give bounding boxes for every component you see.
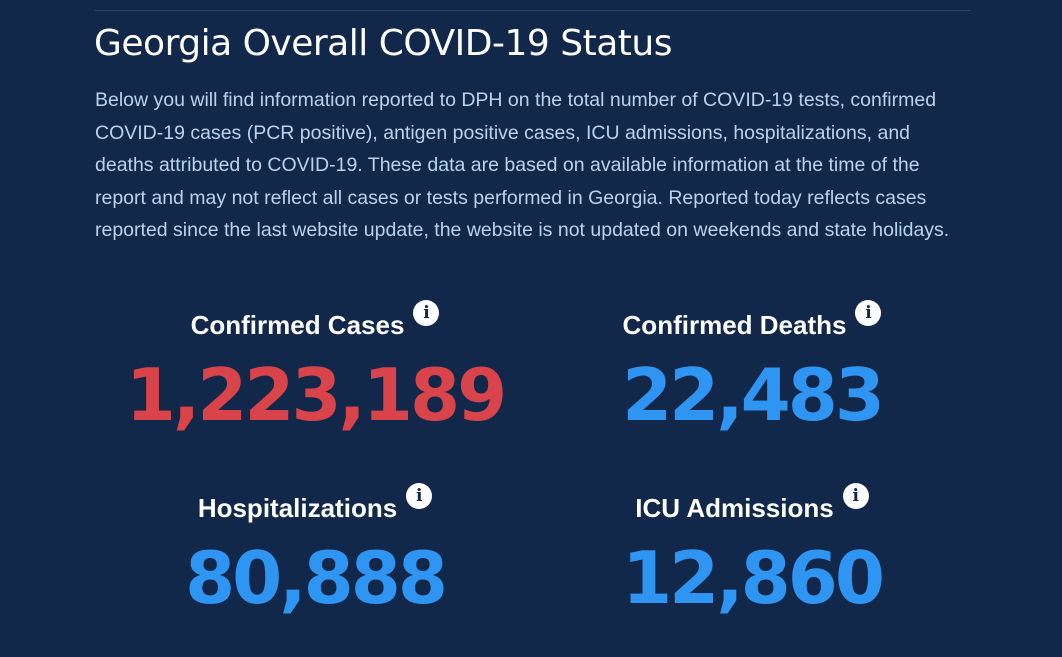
stat-confirmed-cases: Confirmed Cases i 1,223,189	[105, 300, 525, 445]
stat-confirmed-deaths: Confirmed Deaths i 22,483	[542, 300, 962, 445]
stat-header: ICU Admissions i	[635, 483, 869, 524]
stat-label-hospitalizations: Hospitalizations	[197, 493, 398, 523]
stat-header: Confirmed Deaths i	[622, 300, 882, 341]
info-icon[interactable]: i	[406, 483, 433, 509]
stat-icu-admissions: ICU Admissions i 12,860	[542, 483, 962, 628]
page-title: Georgia Overall COVID-19 Status	[94, 23, 672, 64]
stat-label-confirmed-deaths: Confirmed Deaths	[622, 310, 847, 340]
info-icon[interactable]: i	[855, 300, 882, 326]
stat-header: Hospitalizations i	[197, 483, 433, 524]
stat-value-confirmed-deaths: 22,483	[622, 353, 885, 437]
stat-label-confirmed-cases: Confirmed Cases	[190, 310, 405, 340]
stat-hospitalizations: Hospitalizations i 80,888	[105, 483, 525, 628]
stat-value-confirmed-cases: 1,223,189	[125, 353, 507, 437]
info-icon[interactable]: i	[842, 483, 869, 509]
top-divider	[95, 10, 971, 11]
stat-label-icu-admissions: ICU Admissions	[635, 493, 834, 523]
stat-value-icu-admissions: 12,860	[622, 536, 885, 620]
page-description: Below you will find information reported…	[95, 89, 950, 242]
info-icon[interactable]: i	[413, 300, 440, 326]
stat-value-hospitalizations: 80,888	[185, 536, 448, 620]
stat-header: Confirmed Cases i	[190, 300, 440, 341]
